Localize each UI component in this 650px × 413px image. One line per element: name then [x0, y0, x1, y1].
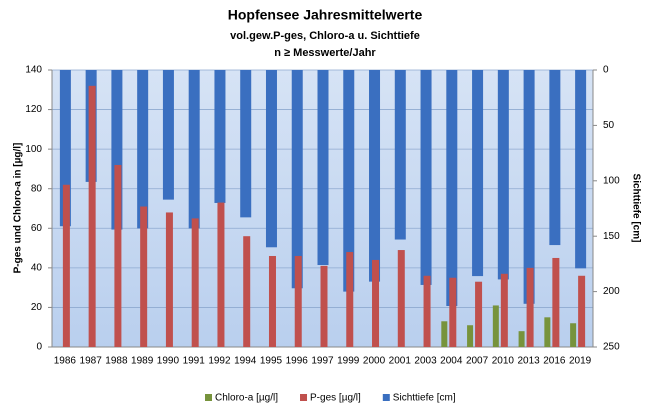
legend-swatch — [205, 394, 212, 401]
y-tick-label: 0 — [36, 342, 42, 353]
bar — [291, 70, 303, 289]
x-tick-label: 2007 — [466, 356, 489, 367]
bar — [570, 323, 577, 347]
bar — [137, 70, 149, 229]
bar — [523, 70, 535, 304]
bar — [243, 236, 251, 347]
x-tick-label: 1990 — [157, 356, 180, 367]
y-tick-label: 100 — [25, 144, 42, 155]
bar — [165, 212, 173, 347]
bar — [394, 70, 406, 240]
bar — [111, 70, 123, 230]
bar — [140, 206, 148, 347]
bar — [475, 281, 483, 347]
bar — [217, 202, 225, 347]
y-tick-label: 20 — [31, 302, 43, 313]
bar — [497, 70, 509, 280]
x-tick-label: 1986 — [54, 356, 77, 367]
x-tick-label: 1994 — [234, 356, 257, 367]
y2-tick-label: 100 — [603, 175, 620, 186]
chart-subtitle-2: n ≥ Messwerte/Jahr — [274, 47, 376, 59]
bar — [578, 275, 586, 347]
bar — [62, 184, 70, 347]
bar — [492, 305, 499, 347]
x-tick-label: 1996 — [286, 356, 309, 367]
bar — [552, 257, 560, 347]
bar — [441, 321, 448, 347]
chart-subtitle: vol.gew.P-ges, Chloro-a u. Sichttiefe — [230, 30, 420, 42]
x-tick-label: 2019 — [569, 356, 592, 367]
x-tick-label: 1995 — [260, 356, 283, 367]
legend-swatch — [382, 394, 390, 401]
bar — [518, 331, 525, 347]
bar — [423, 275, 431, 347]
bar — [343, 70, 355, 292]
legend-swatch — [300, 394, 308, 401]
bar — [59, 70, 71, 227]
x-tick-label: 1991 — [183, 356, 206, 367]
bar — [240, 70, 252, 218]
bar — [214, 70, 226, 203]
bar — [549, 70, 561, 246]
bar — [317, 70, 329, 266]
x-tick-label: 2016 — [543, 356, 566, 367]
x-tick-label: 1992 — [208, 356, 231, 367]
bar — [114, 164, 122, 347]
bar — [500, 273, 508, 347]
y-tick-label: 80 — [31, 183, 43, 194]
bar — [265, 70, 277, 248]
y2-tick-label: 150 — [603, 231, 620, 242]
y2-tick-label: 0 — [603, 65, 609, 76]
y-tick-label: 40 — [31, 262, 43, 273]
x-tick-label: 2004 — [440, 356, 463, 367]
y2-axis-title: Sichttiefe [cm] — [630, 174, 641, 243]
bar — [420, 70, 432, 285]
legend-label: Chloro-a [µg/l] — [215, 393, 278, 404]
bar — [575, 70, 587, 269]
x-tick-label: 2001 — [389, 356, 412, 367]
y-tick-label: 140 — [25, 65, 42, 76]
x-tick-label: 1987 — [80, 356, 103, 367]
x-tick-label: 1989 — [131, 356, 154, 367]
x-tick-label: 1999 — [337, 356, 360, 367]
bar — [472, 70, 484, 277]
bar — [446, 70, 458, 307]
bar — [188, 70, 200, 229]
x-tick-label: 2013 — [517, 356, 540, 367]
bar — [268, 255, 276, 347]
x-tick-label: 2000 — [363, 356, 386, 367]
bar — [397, 250, 405, 347]
legend-label: P-ges [µg/l] — [310, 393, 361, 404]
x-tick-label: 1997 — [311, 356, 334, 367]
bar — [544, 317, 551, 347]
y2-tick-label: 250 — [603, 342, 620, 353]
bar — [320, 265, 328, 347]
bar — [467, 325, 474, 347]
x-tick-label: 1988 — [105, 356, 128, 367]
y2-tick-label: 200 — [603, 286, 620, 297]
bar — [294, 255, 302, 347]
bar — [449, 277, 457, 347]
bar — [162, 70, 174, 200]
bar — [372, 259, 380, 347]
chart-title: Hopfensee Jahresmittelwerte — [228, 7, 423, 23]
y2-tick-label: 50 — [603, 120, 615, 131]
y-tick-label: 60 — [31, 223, 43, 234]
bar — [369, 70, 381, 282]
bar — [191, 218, 199, 347]
bar — [88, 85, 96, 347]
x-tick-label: 2003 — [414, 356, 437, 367]
x-tick-label: 2010 — [492, 356, 515, 367]
y-axis-title: P-ges und Chloro-a in [µg/l] — [13, 143, 24, 274]
bar — [346, 252, 354, 347]
y-tick-label: 120 — [25, 104, 42, 115]
bar — [526, 267, 534, 347]
legend-label: Sichttiefe [cm] — [393, 393, 456, 404]
